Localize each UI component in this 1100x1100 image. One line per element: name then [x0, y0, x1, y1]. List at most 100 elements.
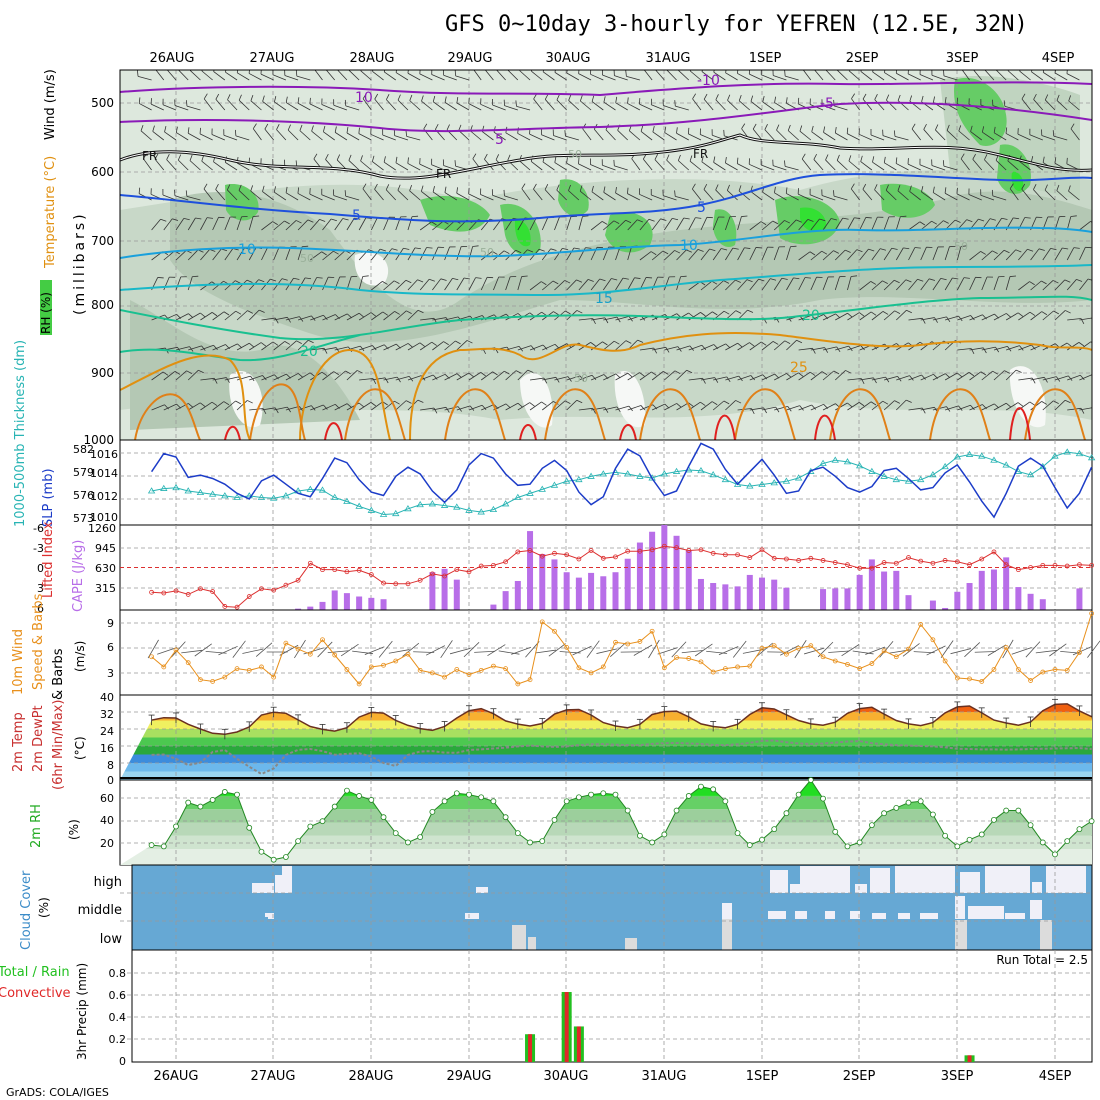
wind-barb [322, 347, 337, 351]
wind-barb [822, 218, 832, 231]
wind-barb-flag [1078, 342, 1085, 347]
pressure-unit-label: (millibars) [72, 211, 88, 315]
wind-barb [371, 344, 385, 351]
cape-bar [868, 559, 875, 610]
wind-barb-flag [542, 344, 548, 350]
wind-barb [421, 191, 433, 201]
wind10m-point [613, 639, 618, 645]
wind-barb [627, 277, 635, 291]
wind-barb [187, 217, 196, 231]
wind-barb [700, 217, 708, 231]
lifted-index-point [320, 567, 325, 573]
wind10m-barb [780, 645, 799, 656]
wind-barb [605, 129, 616, 141]
wind-barb-flag [983, 347, 987, 354]
wind-barb [578, 407, 593, 411]
wind-barb [591, 407, 605, 411]
wind-barb-flag [721, 248, 728, 251]
wind10m-barb [327, 650, 349, 654]
wind-barb [859, 311, 872, 321]
thickness-point [550, 481, 559, 488]
wind-barb [776, 129, 787, 141]
wind-barb [700, 280, 713, 291]
wind-barb [383, 248, 393, 261]
thickness-point [843, 458, 852, 465]
wind-barb-flag [906, 309, 912, 314]
cape-bar [966, 583, 973, 610]
wind-barb [296, 75, 311, 81]
wind-barb [553, 135, 567, 141]
wind-barb [737, 375, 751, 381]
wind-barb [1054, 375, 1069, 381]
wind-barb [772, 165, 787, 171]
wind-barb [1019, 70, 1031, 81]
wind-barb [201, 160, 213, 171]
wind10m-point [246, 667, 252, 673]
wind-barb [786, 219, 797, 231]
wind-barb-flag [650, 251, 657, 256]
wind-barb [798, 219, 809, 231]
lifted-index-point [539, 553, 545, 559]
wind-barb [786, 405, 800, 411]
wind-barb [908, 374, 922, 381]
wind-barb-flag [382, 281, 388, 285]
wind-barb [615, 192, 628, 201]
wind-barb-flag [604, 407, 609, 413]
cloud-cell [872, 913, 886, 919]
wind-barb-flag [639, 372, 645, 377]
wind-barb [541, 134, 555, 141]
wind10m-barb [535, 649, 557, 654]
cape-axis-label: CAPE (J/kg) [71, 540, 86, 612]
thickness-point [831, 456, 839, 463]
wind-barb-flag [552, 280, 559, 285]
wind-barb [862, 98, 873, 111]
wind-barb [992, 195, 1007, 201]
wind-barb-flag [309, 372, 316, 377]
cloud-grid [120, 865, 1092, 950]
wind-barb [554, 248, 563, 261]
wind-barb [712, 216, 719, 231]
wind-barb-flag [287, 406, 291, 413]
wind-barb-flag [1027, 248, 1034, 252]
wind-barb [946, 130, 958, 141]
cloud-cell [898, 913, 910, 919]
pressure-tick-label: 1000 [83, 433, 114, 447]
precip-bar-convective [967, 1055, 972, 1062]
wind-barb [1005, 312, 1019, 321]
wind-barb-flag [911, 123, 916, 130]
wind-barb [894, 135, 909, 141]
wind-barb [212, 377, 227, 381]
wind-barb-flag [978, 218, 985, 222]
wind-barb-flag [319, 219, 326, 222]
rh-green-patch [420, 195, 490, 232]
wind-barb [556, 99, 567, 111]
wind-barb [203, 188, 213, 201]
wind-barb [470, 130, 482, 141]
wind-barb [676, 402, 689, 411]
wind-barb [261, 221, 273, 231]
lifted-index-point [344, 569, 350, 575]
wind-barb-flag [247, 400, 253, 404]
wind-barb [162, 104, 177, 111]
rh2m-point [734, 830, 741, 837]
wind-barb [1043, 72, 1056, 81]
wind-barb-flag [775, 406, 780, 413]
wind-barb-flag [1017, 402, 1024, 407]
wind-barb-flag [249, 342, 255, 348]
wind-barb-flag [262, 375, 267, 381]
wind-barb-flag [1033, 184, 1037, 190]
wind-barb [166, 159, 177, 171]
rh2m-point [173, 823, 179, 830]
cloud-cell [252, 883, 274, 893]
temp2m-tick: 0 [107, 774, 114, 787]
wind-barb [321, 194, 335, 201]
cloud-cell [512, 925, 526, 950]
wind-barb-flag [578, 70, 580, 74]
wind-barb-flag [409, 185, 413, 191]
wind-barb-flag [237, 343, 243, 349]
wind-barb [517, 402, 530, 411]
wind-barb [737, 73, 750, 81]
rh2m-point [551, 816, 558, 823]
lifted-index-point [234, 604, 240, 610]
thickness-point [855, 462, 864, 469]
